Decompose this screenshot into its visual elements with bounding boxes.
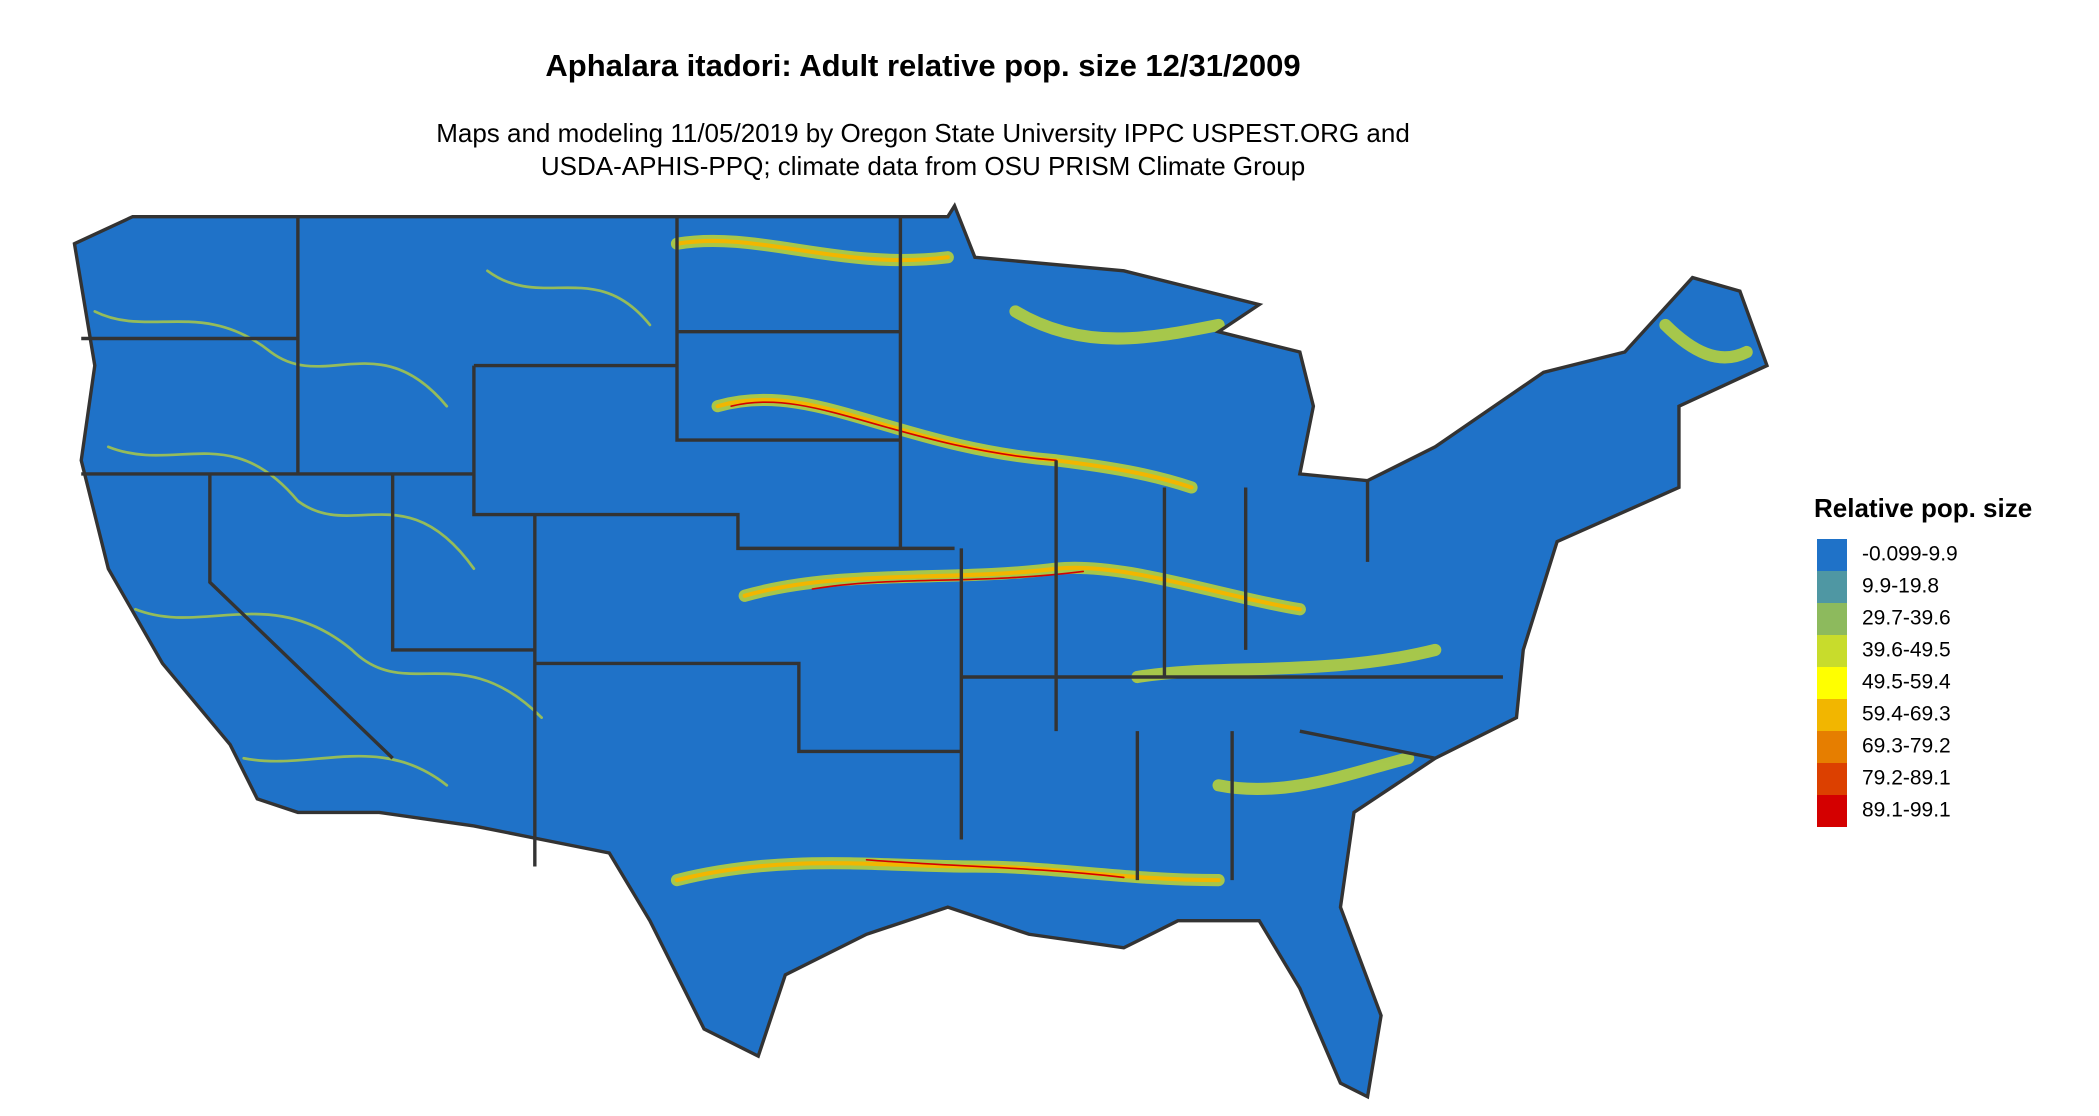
legend-swatch xyxy=(1817,571,1847,603)
us-map xyxy=(72,204,1769,1099)
legend-label: 79.2-89.1 xyxy=(1862,767,1951,790)
state-borders xyxy=(72,204,1769,1099)
legend-label: 59.4-69.3 xyxy=(1862,703,1951,726)
legend-label: 9.9-19.8 xyxy=(1862,575,1939,598)
legend-swatch xyxy=(1817,667,1847,699)
land xyxy=(74,205,1767,1097)
legend-label: -0.099-9.9 xyxy=(1862,543,1958,566)
bands xyxy=(93,234,1753,887)
legend-title: Relative pop. size xyxy=(1814,493,2032,523)
legend-swatch xyxy=(1817,795,1847,827)
legend-swatch xyxy=(1817,731,1847,763)
map-subtitle: Maps and modeling 11/05/2019 by Oregon S… xyxy=(436,118,1410,148)
legend-label: 49.5-59.4 xyxy=(1862,671,1951,694)
legend: -0.099-9.9 9.9-19.8 29.7-39.6 39.6-49.5 49.5… xyxy=(1817,539,1958,827)
legend-swatch xyxy=(1817,635,1847,667)
legend-swatch xyxy=(1817,603,1847,635)
map-title: Aphalara itadori: Adult relative pop. si… xyxy=(545,48,1300,83)
legend-label: 29.7-39.6 xyxy=(1862,607,1951,630)
map-subtitle: USDA-APHIS-PPQ; climate data from OSU PR… xyxy=(541,151,1305,181)
legend-label: 89.1-99.1 xyxy=(1862,799,1951,822)
legend-swatch xyxy=(1817,699,1847,731)
legend-label: 39.6-49.5 xyxy=(1862,639,1951,662)
legend-swatch xyxy=(1817,763,1847,795)
legend-label: 69.3-79.2 xyxy=(1862,735,1951,758)
legend-swatch xyxy=(1817,539,1847,571)
